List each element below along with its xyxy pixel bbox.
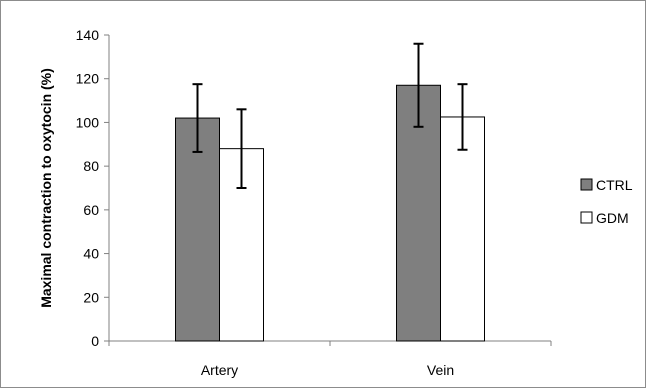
y-tick-label: 120: [76, 71, 100, 87]
legend-label-ctrl: CTRL: [596, 177, 633, 193]
legend-swatch-ctrl: [580, 178, 593, 191]
y-tick-label: 80: [83, 158, 99, 174]
y-tick-label: 100: [76, 114, 100, 130]
bar-gdm-vein: [440, 116, 485, 342]
y-tick-label: 0: [91, 333, 99, 349]
legend: CTRL GDM: [580, 177, 633, 226]
bar-ctrl-vein: [396, 84, 441, 342]
y-tick-label: 140: [76, 27, 100, 43]
error-bars: [192, 42, 468, 189]
y-tick-label: 60: [83, 202, 99, 218]
y-axis-label: Maximal contraction to oxytocin (%): [38, 68, 54, 308]
x-category-label: Artery: [201, 362, 238, 378]
bars: [175, 84, 485, 342]
legend-label-gdm: GDM: [596, 210, 629, 226]
x-axis: Artery Vein: [108, 340, 552, 378]
x-category-label: Vein: [427, 362, 454, 378]
y-tick-label: 20: [83, 289, 99, 305]
legend-swatch-gdm: [580, 211, 593, 224]
bar-ctrl-artery: [175, 117, 220, 342]
y-tick-label: 40: [83, 246, 99, 262]
y-axis: 0 20 40 60 80 100 120 140: [76, 27, 110, 349]
